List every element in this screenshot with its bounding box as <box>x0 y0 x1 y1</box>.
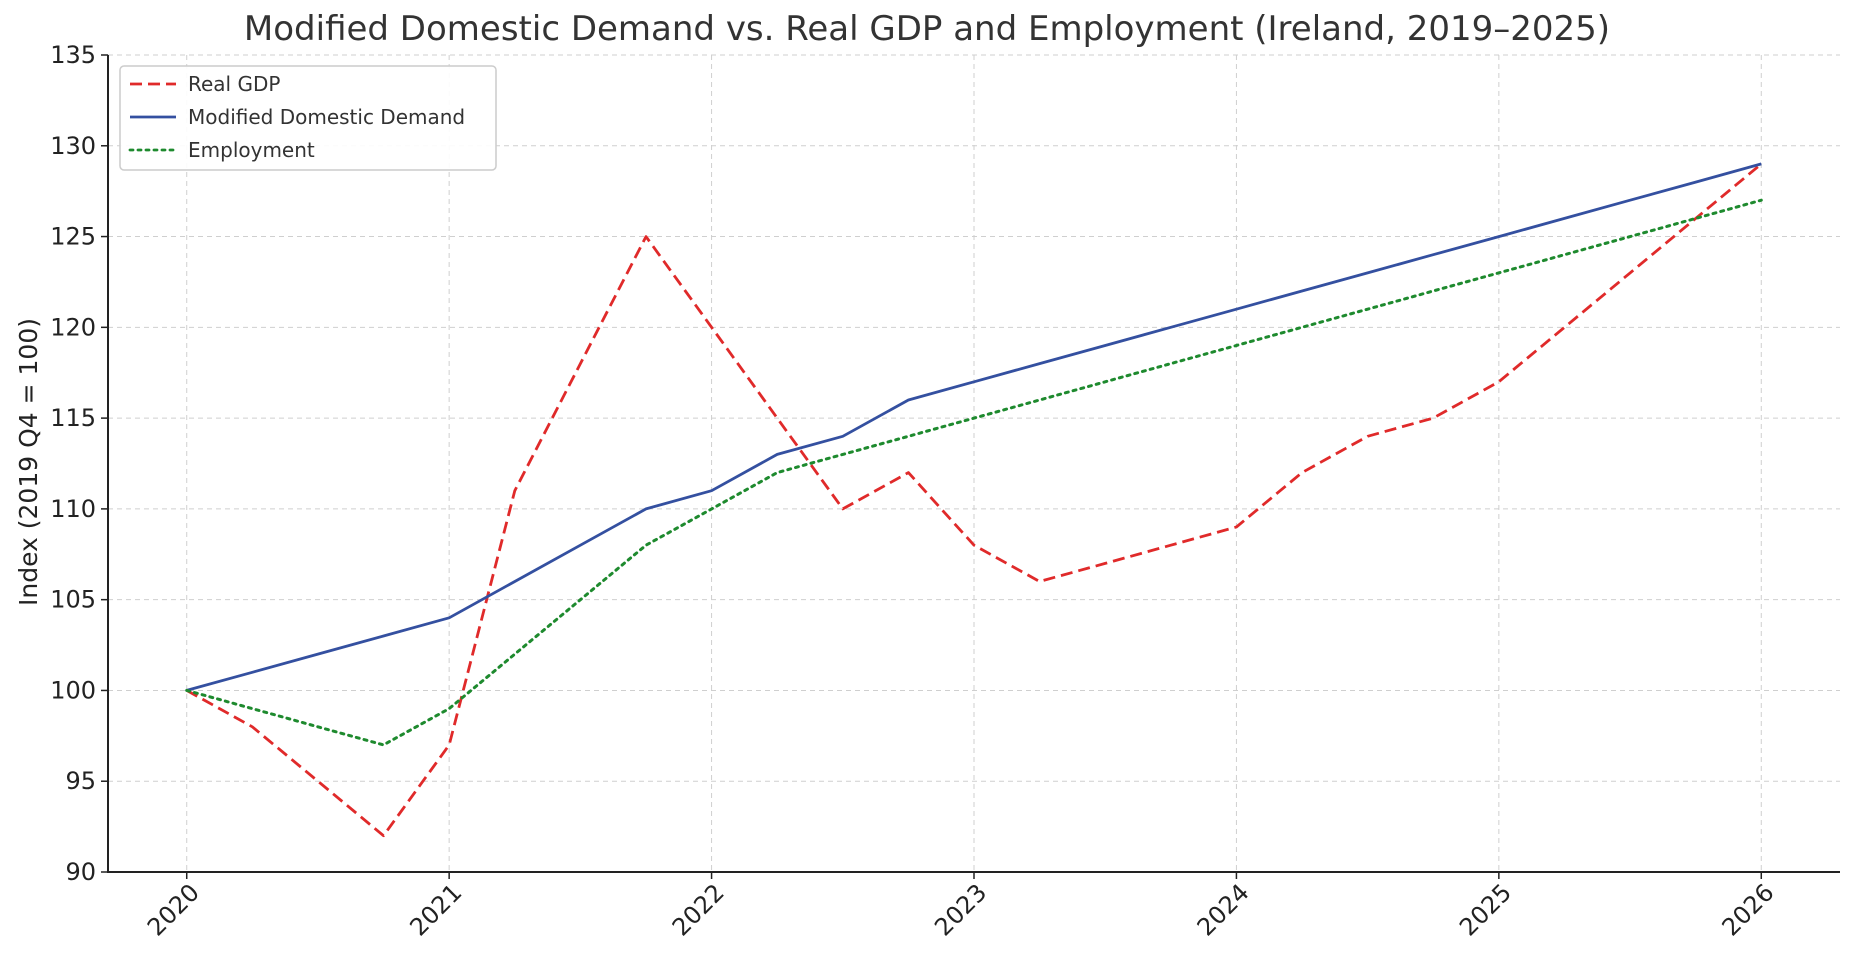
x-tick-label: 2022 <box>667 878 730 941</box>
x-tick-label: 2021 <box>404 878 467 941</box>
y-axis-label: Index (2019 Q4 = 100) <box>14 318 43 606</box>
series-line-real-gdp <box>186 162 1763 838</box>
y-tick-label: 125 <box>50 223 96 251</box>
x-tick-label: 2025 <box>1454 878 1517 941</box>
y-tick-label: 115 <box>50 404 96 432</box>
grid <box>108 54 1840 873</box>
series-line-employment <box>185 198 1763 747</box>
y-tick-label: 135 <box>50 41 96 69</box>
series-line-modified-domestic-demand <box>186 162 1762 692</box>
x-tick-label: 2024 <box>1192 878 1255 941</box>
legend: Real GDP Modified Domestic Demand Employme… <box>119 65 497 171</box>
x-tick-label: 2026 <box>1717 878 1780 941</box>
y-tick-label: 100 <box>50 676 96 704</box>
x-tick-label: 2020 <box>142 878 205 941</box>
legend-label: Real GDP <box>188 72 280 96</box>
legend-frame <box>119 65 497 171</box>
y-tick-label: 95 <box>65 767 96 795</box>
chart-title: Modified Domestic Demand vs. Real GDP an… <box>244 9 1610 49</box>
y-tick-label: 90 <box>65 858 96 886</box>
y-tick-label: 120 <box>50 313 96 341</box>
axes: 90 95 100 105 110 115 120 125 130 135 2020 2021 2022… <box>50 41 1840 941</box>
y-tick-label: 110 <box>50 495 96 523</box>
legend-label: Employment <box>188 138 315 162</box>
legend-label: Modified Domestic Demand <box>188 105 465 129</box>
x-tick-label: 2023 <box>929 878 992 941</box>
y-tick-label: 130 <box>50 132 96 160</box>
y-tick-label: 105 <box>50 586 96 614</box>
series-group <box>185 162 1763 838</box>
